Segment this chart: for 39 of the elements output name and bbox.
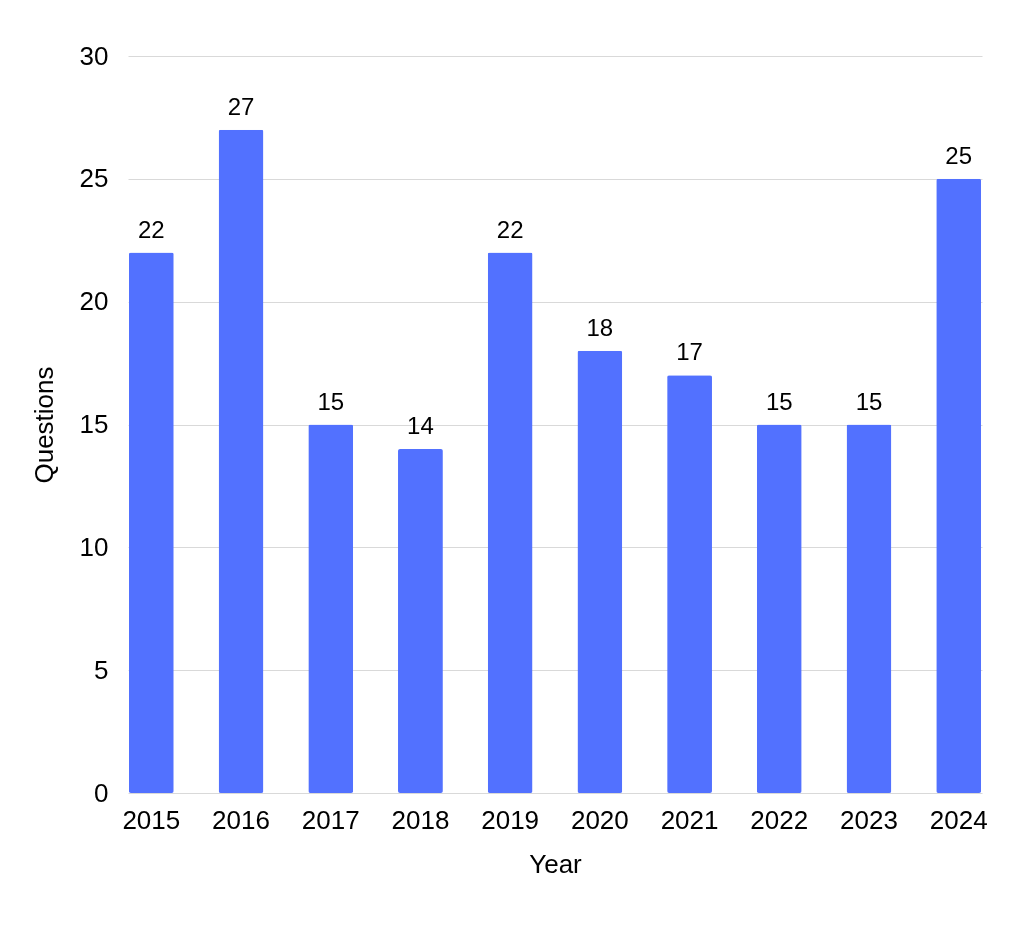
y-tick-label: 10 [79,531,109,562]
bar [756,424,802,793]
bar [577,350,623,793]
y-tick-label: 0 [94,777,109,808]
x-tick-label: 2016 [212,804,270,835]
y-tick-label: 15 [79,409,109,439]
x-tick-label: 2020 [570,804,629,835]
x-tick-label: 2015 [122,804,181,835]
bar [128,252,174,793]
y-tick-label: 30 [79,40,109,71]
data-label: 27 [227,92,255,120]
x-tick-label: 2018 [391,804,450,835]
data-label: 25 [945,141,973,169]
data-label: 22 [137,215,165,243]
bar [398,449,443,793]
bar [308,424,354,793]
x-tick-label: 2021 [660,804,719,835]
bar [218,129,264,793]
data-label: 14 [407,412,434,440]
y-tick-label: 5 [94,654,109,685]
bar [846,424,892,793]
data-label: 15 [855,387,883,415]
x-axis-title: Year [529,848,583,879]
bar [667,375,712,793]
data-label: 18 [586,313,614,341]
y-tick-label: 20 [79,286,109,317]
data-label: 17 [676,338,703,366]
x-tick-label: 2024 [929,804,988,835]
data-label: 15 [765,387,793,415]
x-tick-label: 2022 [750,804,809,835]
bar [487,252,533,793]
x-tick-label: 2023 [840,804,898,835]
bar [936,178,982,793]
data-label: 22 [496,215,524,243]
y-axis-title: Questions [28,366,59,484]
data-label: 15 [317,387,345,415]
x-tick-label: 2019 [481,804,540,835]
y-tick-label: 25 [79,163,109,194]
x-tick-label: 2017 [301,804,360,835]
